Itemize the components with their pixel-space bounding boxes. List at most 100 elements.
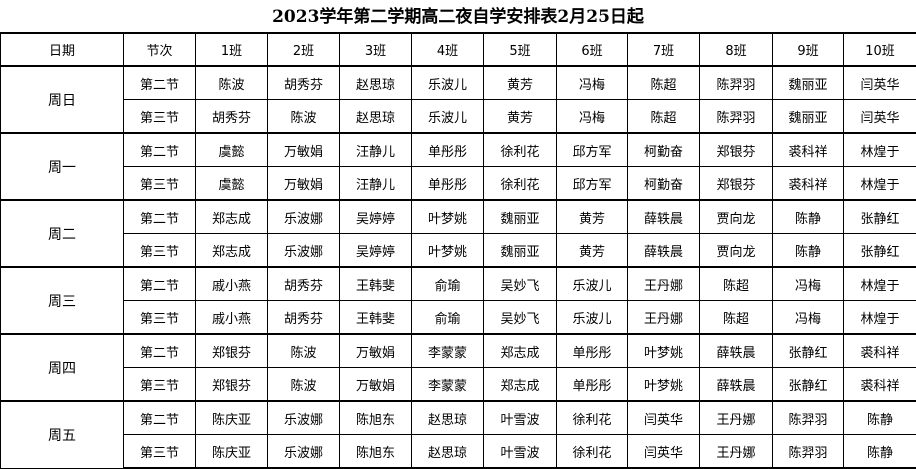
teacher-cell[interactable]: 陈超: [628, 100, 700, 134]
period-cell[interactable]: 第二节: [124, 200, 196, 234]
teacher-cell[interactable]: 裘科祥: [773, 167, 844, 201]
teacher-cell[interactable]: 万敏娟: [340, 368, 412, 402]
teacher-cell[interactable]: 陈超: [700, 267, 773, 301]
teacher-cell[interactable]: 单彤彤: [557, 368, 628, 402]
teacher-cell[interactable]: 胡秀芬: [268, 267, 340, 301]
day-cell[interactable]: 周四: [1, 334, 124, 401]
period-cell[interactable]: 第三节: [124, 100, 196, 134]
teacher-cell[interactable]: 陈静: [773, 234, 844, 268]
teacher-cell[interactable]: 单彤彤: [412, 133, 484, 167]
teacher-cell[interactable]: 叶梦姚: [628, 368, 700, 402]
teacher-cell[interactable]: 乐波儿: [412, 100, 484, 134]
teacher-cell[interactable]: 单彤彤: [557, 334, 628, 368]
column-header[interactable]: 10班: [844, 33, 916, 66]
teacher-cell[interactable]: 吴婷婷: [340, 200, 412, 234]
teacher-cell[interactable]: 徐利花: [484, 133, 557, 167]
period-cell[interactable]: 第二节: [124, 133, 196, 167]
teacher-cell[interactable]: 俞瑜: [412, 301, 484, 335]
teacher-cell[interactable]: 冯梅: [557, 66, 628, 100]
teacher-cell[interactable]: 叶梦姚: [412, 234, 484, 268]
teacher-cell[interactable]: 黄芳: [484, 100, 557, 134]
teacher-cell[interactable]: 林煌于: [844, 267, 916, 301]
period-cell[interactable]: 第三节: [124, 167, 196, 201]
column-header[interactable]: 日期: [1, 33, 124, 66]
teacher-cell[interactable]: 戚小燕: [196, 301, 268, 335]
period-cell[interactable]: 第三节: [124, 368, 196, 402]
teacher-cell[interactable]: 王韩斐: [340, 301, 412, 335]
teacher-cell[interactable]: 闫英华: [844, 66, 916, 100]
teacher-cell[interactable]: 魏丽亚: [484, 200, 557, 234]
teacher-cell[interactable]: 郑志成: [484, 334, 557, 368]
teacher-cell[interactable]: 吴婷婷: [340, 234, 412, 268]
teacher-cell[interactable]: 薛轶晨: [700, 334, 773, 368]
period-cell[interactable]: 第二节: [124, 334, 196, 368]
teacher-cell[interactable]: 乐波儿: [557, 267, 628, 301]
teacher-cell[interactable]: 叶梦姚: [412, 200, 484, 234]
teacher-cell[interactable]: 赵思琼: [340, 100, 412, 134]
teacher-cell[interactable]: 万敏娟: [268, 133, 340, 167]
teacher-cell[interactable]: 黄芳: [557, 200, 628, 234]
teacher-cell[interactable]: 虞懿: [196, 133, 268, 167]
teacher-cell[interactable]: 冯梅: [557, 100, 628, 134]
period-cell[interactable]: 第二节: [124, 401, 196, 435]
teacher-cell[interactable]: 王丹娜: [700, 401, 773, 435]
teacher-cell[interactable]: 徐利花: [484, 167, 557, 201]
teacher-cell[interactable]: 李蒙蒙: [412, 334, 484, 368]
teacher-cell[interactable]: 汪静儿: [340, 167, 412, 201]
teacher-cell[interactable]: 俞瑜: [412, 267, 484, 301]
teacher-cell[interactable]: 吴妙飞: [484, 301, 557, 335]
teacher-cell[interactable]: 吴妙飞: [484, 267, 557, 301]
teacher-cell[interactable]: 魏丽亚: [773, 100, 844, 134]
teacher-cell[interactable]: 乐波娜: [268, 401, 340, 435]
day-cell[interactable]: 周五: [1, 401, 124, 468]
teacher-cell[interactable]: 叶雪波: [484, 401, 557, 435]
teacher-cell[interactable]: 胡秀芬: [268, 66, 340, 100]
teacher-cell[interactable]: 黄芳: [557, 234, 628, 268]
column-header[interactable]: 7班: [628, 33, 700, 66]
teacher-cell[interactable]: 贾向龙: [700, 234, 773, 268]
teacher-cell[interactable]: 郑银芬: [700, 167, 773, 201]
teacher-cell[interactable]: 郑志成: [484, 368, 557, 402]
teacher-cell[interactable]: 陈波: [268, 334, 340, 368]
teacher-cell[interactable]: 林煌于: [844, 133, 916, 167]
period-cell[interactable]: 第三节: [124, 301, 196, 335]
teacher-cell[interactable]: 赵思琼: [412, 401, 484, 435]
teacher-cell[interactable]: 陈静: [844, 401, 916, 435]
teacher-cell[interactable]: 胡秀芬: [196, 100, 268, 134]
teacher-cell[interactable]: 薛轶晨: [628, 200, 700, 234]
column-header[interactable]: 2班: [268, 33, 340, 66]
teacher-cell[interactable]: 陈羿羽: [700, 100, 773, 134]
column-header[interactable]: 5班: [484, 33, 557, 66]
teacher-cell[interactable]: 柯勤奋: [628, 133, 700, 167]
teacher-cell[interactable]: 王韩斐: [340, 267, 412, 301]
teacher-cell[interactable]: 柯勤奋: [628, 167, 700, 201]
teacher-cell[interactable]: 薛轶晨: [628, 234, 700, 268]
teacher-cell[interactable]: 裘科祥: [773, 133, 844, 167]
teacher-cell[interactable]: 郑志成: [196, 200, 268, 234]
teacher-cell[interactable]: 薛轶晨: [700, 368, 773, 402]
day-cell[interactable]: 周一: [1, 133, 124, 200]
teacher-cell[interactable]: 李蒙蒙: [412, 368, 484, 402]
teacher-cell[interactable]: 陈波: [268, 368, 340, 402]
teacher-cell[interactable]: 陈静: [773, 200, 844, 234]
teacher-cell[interactable]: 裘科祥: [844, 334, 916, 368]
teacher-cell[interactable]: 郑银芬: [700, 133, 773, 167]
teacher-cell[interactable]: 戚小燕: [196, 267, 268, 301]
teacher-cell[interactable]: 陈波: [268, 100, 340, 134]
teacher-cell[interactable]: 陈波: [196, 66, 268, 100]
column-header[interactable]: 4班: [412, 33, 484, 66]
teacher-cell[interactable]: 乐波娜: [268, 234, 340, 268]
teacher-cell[interactable]: 邱方军: [557, 167, 628, 201]
teacher-cell[interactable]: 万敏娟: [340, 334, 412, 368]
teacher-cell[interactable]: 冯梅: [773, 267, 844, 301]
day-cell[interactable]: 周日: [1, 66, 124, 133]
period-cell[interactable]: 第三节: [124, 234, 196, 268]
teacher-cell[interactable]: 张静红: [773, 334, 844, 368]
teacher-cell[interactable]: 陈旭东: [340, 401, 412, 435]
period-cell[interactable]: 第二节: [124, 267, 196, 301]
teacher-cell[interactable]: 张静红: [844, 234, 916, 268]
teacher-cell[interactable]: 王丹娜: [628, 267, 700, 301]
teacher-cell[interactable]: 贾向龙: [700, 200, 773, 234]
teacher-cell[interactable]: 汪静儿: [340, 133, 412, 167]
teacher-cell[interactable]: 万敏娟: [268, 167, 340, 201]
